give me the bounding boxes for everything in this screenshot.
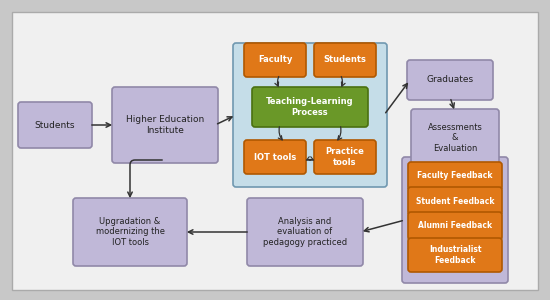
Text: Analysis and
evaluation of
pedagogy practiced: Analysis and evaluation of pedagogy prac… <box>263 217 347 247</box>
Text: Higher Education
Institute: Higher Education Institute <box>126 115 204 135</box>
FancyBboxPatch shape <box>408 238 502 272</box>
FancyBboxPatch shape <box>314 140 376 174</box>
Text: Practice
tools: Practice tools <box>326 147 365 167</box>
FancyBboxPatch shape <box>411 109 499 167</box>
Text: Faculty Feedback: Faculty Feedback <box>417 172 493 181</box>
Text: Teaching-Learning
Process: Teaching-Learning Process <box>266 97 354 117</box>
FancyBboxPatch shape <box>233 43 387 187</box>
FancyBboxPatch shape <box>112 87 218 163</box>
Text: Students: Students <box>35 121 75 130</box>
FancyBboxPatch shape <box>12 12 538 290</box>
FancyBboxPatch shape <box>314 43 376 77</box>
Text: Graduates: Graduates <box>426 76 474 85</box>
FancyBboxPatch shape <box>402 157 508 283</box>
Text: Upgradation &
modernizing the
IOT tools: Upgradation & modernizing the IOT tools <box>96 217 164 247</box>
FancyBboxPatch shape <box>407 60 493 100</box>
Text: Alumni Feedback: Alumni Feedback <box>418 221 492 230</box>
FancyBboxPatch shape <box>18 102 92 148</box>
FancyBboxPatch shape <box>73 198 187 266</box>
FancyBboxPatch shape <box>408 212 502 240</box>
FancyBboxPatch shape <box>244 43 306 77</box>
FancyBboxPatch shape <box>408 187 502 215</box>
FancyBboxPatch shape <box>252 87 368 127</box>
Text: Student Feedback: Student Feedback <box>416 196 494 206</box>
FancyBboxPatch shape <box>244 140 306 174</box>
Text: Industrialist
Feedback: Industrialist Feedback <box>429 245 481 265</box>
Text: IOT tools: IOT tools <box>254 152 296 161</box>
FancyBboxPatch shape <box>408 162 502 190</box>
Text: Students: Students <box>323 56 366 64</box>
Text: Faculty: Faculty <box>258 56 292 64</box>
FancyBboxPatch shape <box>247 198 363 266</box>
Text: Assessments
&
Evaluation: Assessments & Evaluation <box>427 123 482 153</box>
